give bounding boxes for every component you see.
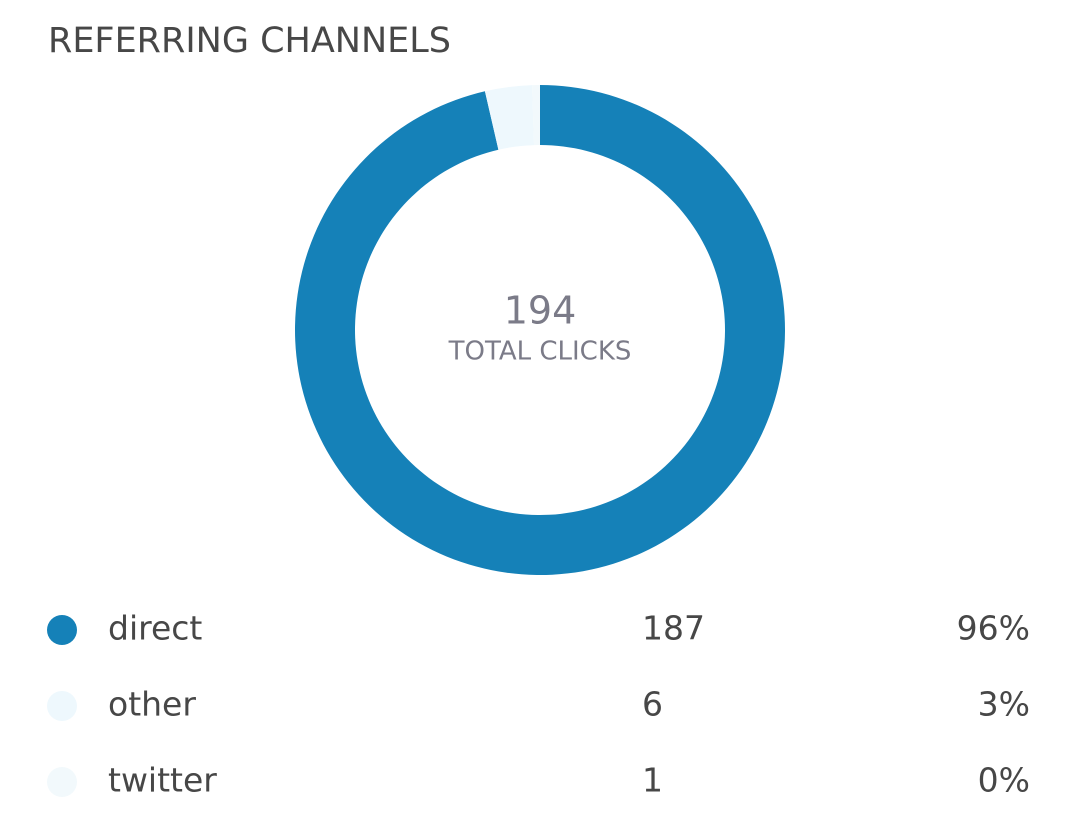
- legend-percent: 3%: [978, 685, 1030, 724]
- center-value: 194: [504, 289, 577, 333]
- legend-count: 187: [642, 609, 705, 648]
- legend-count: 6: [642, 685, 663, 724]
- center-label: TOTAL CLICKS: [448, 337, 632, 367]
- legend-percent: 96%: [957, 609, 1030, 648]
- legend-label: twitter: [108, 761, 217, 800]
- legend-label: direct: [108, 609, 202, 648]
- donut-slice: [532, 85, 540, 146]
- legend-label: other: [108, 685, 196, 724]
- legend-count: 1: [642, 761, 663, 800]
- legend-percent: 0%: [978, 761, 1030, 800]
- donut: [294, 85, 785, 576]
- legend-swatch: [47, 691, 77, 721]
- chart-title: REFERRING CHANNELS: [48, 21, 451, 61]
- donut-slice: [484, 85, 535, 150]
- legend-swatch: [47, 767, 77, 797]
- legend-swatch: [47, 615, 77, 645]
- legend: direct 187 96% other 6 3% twitter 1 0%: [47, 609, 1030, 800]
